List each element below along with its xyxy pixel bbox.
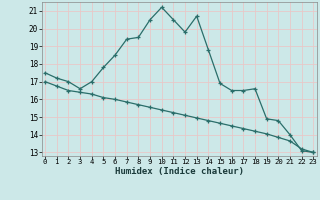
X-axis label: Humidex (Indice chaleur): Humidex (Indice chaleur) bbox=[115, 167, 244, 176]
